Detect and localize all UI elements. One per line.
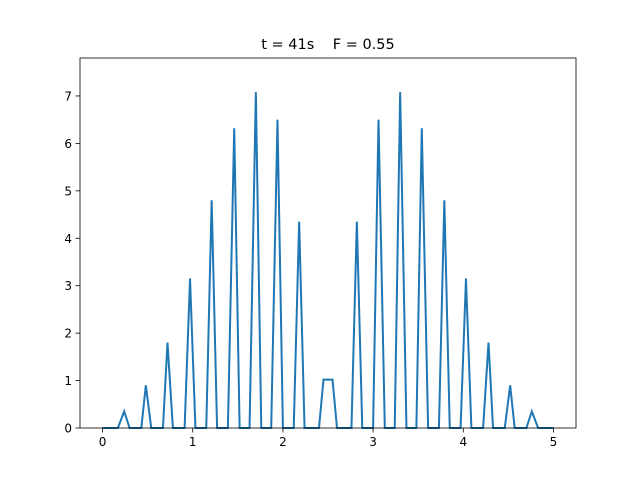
x-tick-label: 0: [99, 435, 107, 449]
y-tick-label: 2: [64, 327, 72, 341]
x-axis: 0 1 2 3 4 5: [99, 428, 558, 449]
x-tick-label: 4: [459, 435, 467, 449]
chart-title: t = 41s F = 0.55: [261, 37, 395, 53]
y-tick-label: 7: [64, 89, 72, 103]
y-tick-label: 4: [64, 232, 72, 246]
y-tick-label: 0: [64, 422, 72, 436]
x-tick-label: 5: [550, 435, 558, 449]
y-tick-label: 6: [64, 137, 72, 151]
x-tick-label: 3: [369, 435, 377, 449]
y-tick-label: 3: [64, 279, 72, 293]
y-tick-label: 5: [64, 184, 72, 198]
y-tick-label: 1: [64, 374, 72, 388]
x-tick-label: 1: [189, 435, 197, 449]
y-axis: 0 1 2 3 4 5 6 7: [64, 89, 80, 436]
x-tick-label: 2: [279, 435, 287, 449]
axes-frame: [79, 57, 577, 429]
